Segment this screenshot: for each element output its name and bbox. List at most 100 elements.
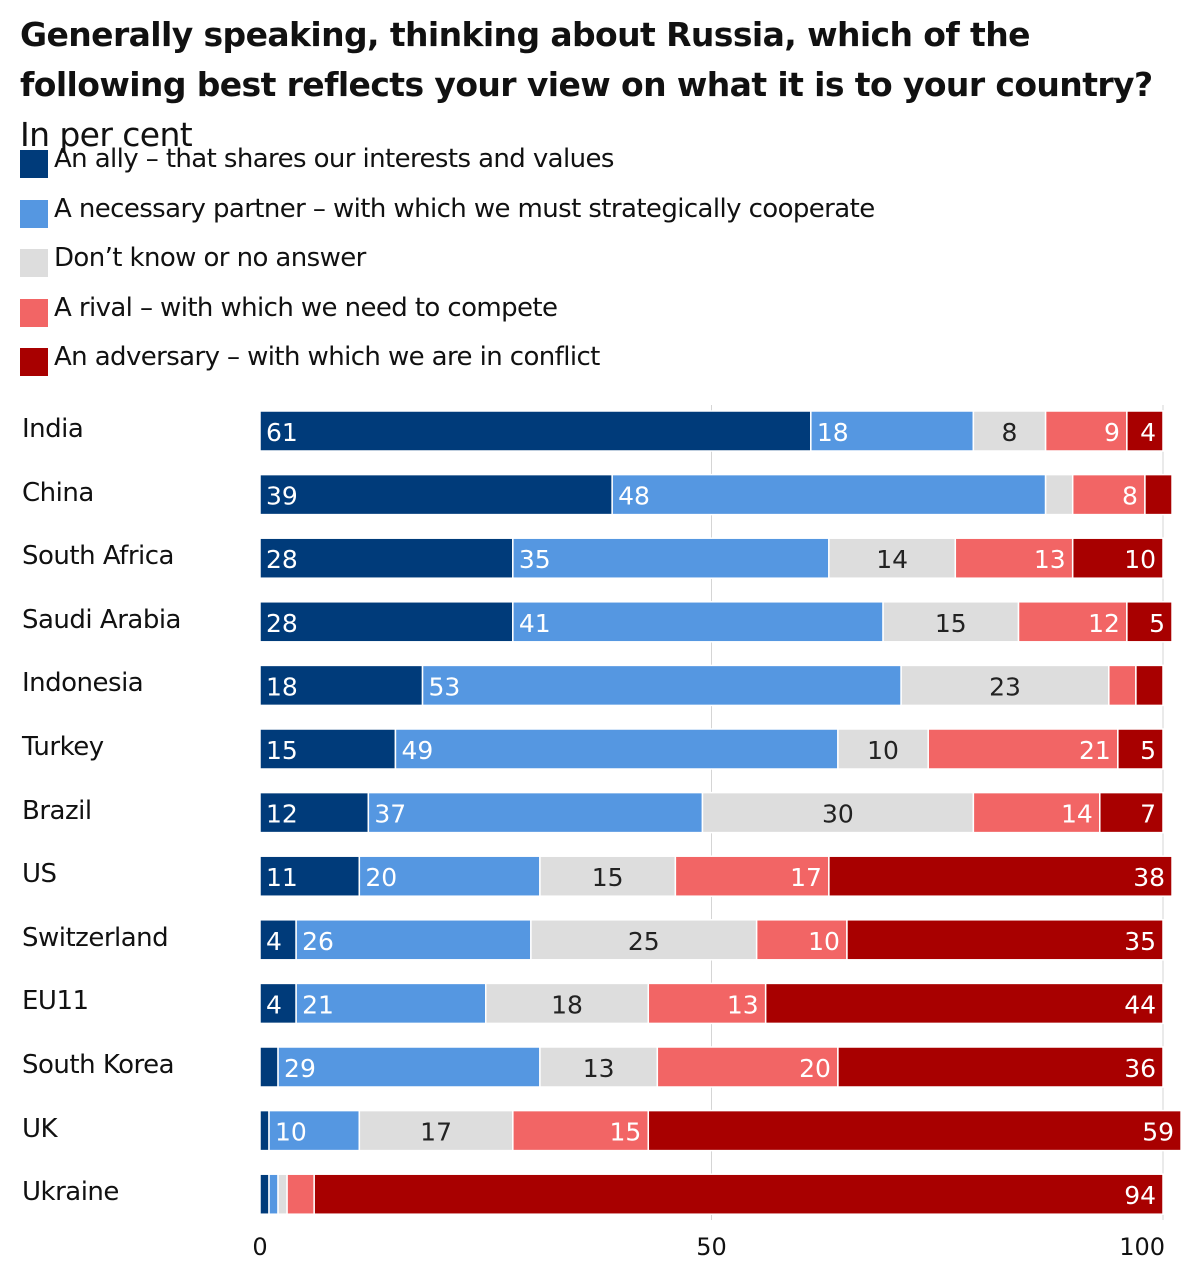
category-label-south-korea: South Korea: [22, 1050, 175, 1080]
bar-eu11-series-1: [259, 982, 297, 1025]
data-label: 35: [519, 545, 551, 574]
bar-switzerland-series-2: [295, 919, 532, 961]
data-label: 17: [420, 1118, 452, 1147]
data-label: 20: [799, 1054, 831, 1083]
category-label-switzerland: Switzerland: [22, 922, 169, 953]
data-label: 11: [266, 863, 298, 892]
x-tick-label: 0: [252, 1233, 267, 1261]
legend-label: An adversary – with which we are in conf…: [54, 342, 600, 373]
data-label: 41: [519, 609, 551, 638]
data-label: 23: [989, 672, 1021, 701]
bar-south-korea-series-1: [259, 1046, 279, 1088]
data-label: 10: [808, 927, 840, 956]
data-label: 61: [266, 418, 298, 447]
bar-china-series-4: [1071, 473, 1146, 516]
data-label: 28: [266, 609, 298, 638]
bar-uk-series-5: [647, 1109, 1182, 1152]
data-label: 12: [1088, 609, 1120, 638]
bar-south-africa-series-1: [259, 537, 514, 579]
legend-label: An ally – that shares our interests and …: [54, 144, 614, 174]
bar-us-series-2: [358, 855, 541, 897]
data-label: 15: [266, 736, 298, 765]
data-label: 7: [1140, 800, 1156, 829]
bar-south-africa-series-2: [512, 537, 830, 579]
category-label-india: India: [22, 414, 84, 444]
bar-ukraine-series-4: [286, 1173, 315, 1215]
bar-india-series-4: [1044, 410, 1128, 452]
data-label: 10: [1124, 545, 1156, 574]
data-label: 35: [1124, 927, 1156, 956]
bar-eu11-series-5: [764, 982, 1164, 1025]
x-tick-label: 50: [696, 1233, 727, 1261]
chart-subtitle: In per cent: [20, 115, 193, 154]
chart-title: Generally speaking, thinking about Russi…: [20, 10, 1170, 160]
data-label: 17: [790, 863, 822, 892]
category-label-us: US: [22, 859, 57, 890]
data-label: 8: [1002, 418, 1018, 447]
category-label-brazil: Brazil: [22, 795, 92, 826]
data-label: 36: [1124, 1054, 1156, 1083]
bar-switzerland-series-3: [530, 919, 758, 961]
legend-swatch: [20, 348, 48, 377]
data-label: 14: [1061, 800, 1093, 829]
bar-indonesia-series-1: [259, 664, 424, 707]
bar-india-series-1: [259, 410, 812, 452]
bar-brazil-series-5: [1099, 791, 1164, 834]
bar-china-series-1: [259, 473, 613, 516]
bar-south-korea-series-2: [277, 1046, 541, 1088]
bar-saudi-arabia-series-1: [259, 601, 514, 643]
data-label: 4: [1140, 418, 1156, 447]
bar-saudi-arabia-series-5: [1126, 601, 1173, 643]
data-label: 38: [1133, 863, 1165, 892]
data-label: 5: [1140, 736, 1156, 765]
bar-turkey-series-2: [394, 728, 839, 770]
legend-swatch: [20, 249, 48, 278]
legend-label: A rival – with which we need to compete: [54, 292, 558, 323]
legend-swatch: [20, 199, 48, 228]
bar-ukraine-series-5: [313, 1173, 1164, 1215]
data-label: 44: [1124, 990, 1156, 1019]
data-label: 21: [302, 990, 334, 1019]
bar-turkey-series-3: [837, 728, 929, 770]
legend-swatch: [20, 298, 48, 327]
data-label: 25: [628, 927, 660, 956]
category-label-uk: UK: [22, 1113, 58, 1144]
bar-brazil-series-4: [972, 791, 1101, 834]
chart-title-text: Generally speaking, thinking about Russi…: [20, 15, 1153, 104]
data-label: 12: [266, 800, 298, 829]
category-label-ukraine: Ukraine: [22, 1177, 119, 1208]
data-label: 15: [935, 609, 967, 638]
data-label: 13: [583, 1054, 615, 1083]
bar-indonesia-series-2: [421, 664, 902, 707]
bar-uk-series-2: [268, 1109, 361, 1152]
bar-south-korea-series-4: [656, 1046, 839, 1088]
data-label: 8: [1122, 482, 1138, 511]
data-label: 94: [1124, 1181, 1156, 1210]
data-label: 4: [266, 927, 282, 956]
legend-label: Don’t know or no answer: [54, 243, 366, 274]
data-label: 39: [266, 482, 298, 511]
bar-china-series-5: [1144, 473, 1173, 516]
bar-south-africa-series-5: [1071, 537, 1164, 579]
bar-india-series-3: [972, 410, 1047, 452]
bar-brazil-series-2: [367, 791, 704, 834]
data-label: 18: [817, 418, 849, 447]
bar-eu11-series-4: [647, 982, 767, 1025]
bar-south-korea-series-5: [837, 1046, 1164, 1088]
category-label-saudi-arabia: Saudi Arabia: [22, 604, 181, 635]
data-label: 15: [609, 1118, 641, 1147]
data-label: 28: [266, 545, 298, 574]
data-label: 15: [592, 863, 624, 892]
bar-saudi-arabia-series-3: [882, 601, 1020, 643]
bar-us-series-1: [259, 855, 361, 897]
data-label: 26: [302, 927, 334, 956]
legend-label: A necessary partner – with which we must…: [54, 193, 875, 224]
data-label: 18: [266, 672, 298, 701]
bar-brazil-series-1: [259, 791, 370, 834]
bar-south-korea-series-3: [539, 1046, 659, 1088]
x-tick-label: 100: [1119, 1233, 1165, 1261]
bar-uk-series-1: [259, 1109, 270, 1152]
data-label: 21: [1079, 736, 1111, 765]
data-label: 53: [429, 672, 461, 701]
